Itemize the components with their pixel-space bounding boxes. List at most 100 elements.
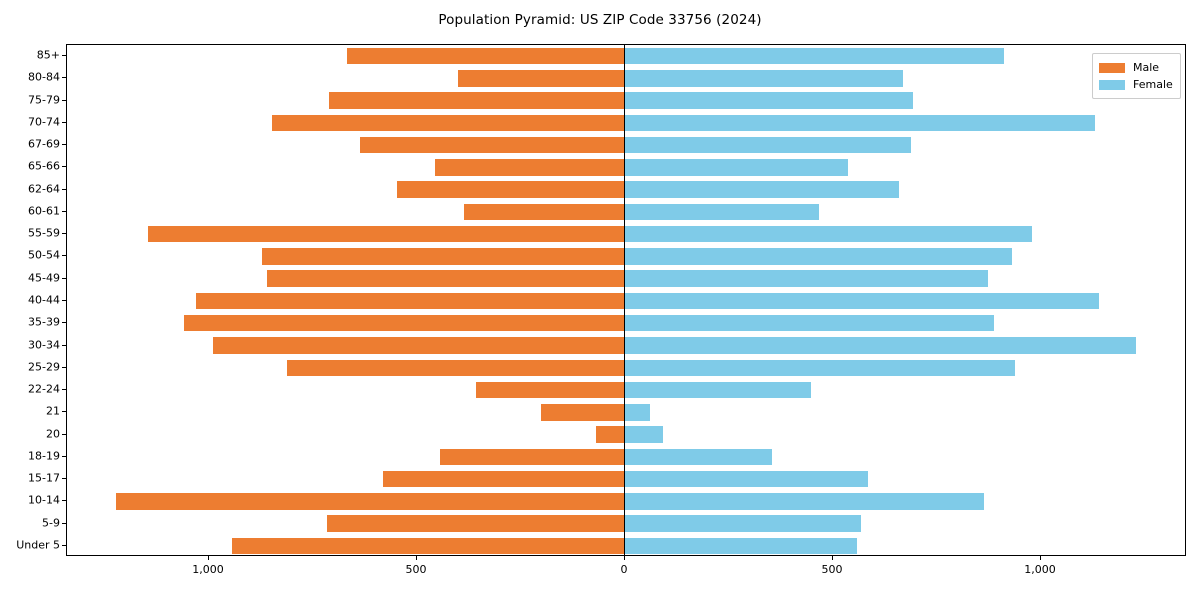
bar-female[interactable] xyxy=(625,537,857,555)
x-tick-label: 500 xyxy=(821,563,843,576)
y-tick-label: 50-54 xyxy=(28,248,60,262)
y-tick-mark xyxy=(62,500,66,502)
y-tick-mark xyxy=(62,55,66,57)
bar-row xyxy=(67,490,1185,512)
y-tick-mark xyxy=(62,144,66,146)
bar-male[interactable] xyxy=(476,381,625,399)
y-tick-mark xyxy=(62,522,66,524)
bar-row xyxy=(67,512,1185,534)
bar-row xyxy=(67,134,1185,156)
bar-row xyxy=(67,223,1185,245)
y-tick-label: 80-84 xyxy=(28,70,60,84)
bar-row xyxy=(67,357,1185,379)
bar-male[interactable] xyxy=(458,70,625,87)
y-tick-label: 62-64 xyxy=(28,182,60,196)
bar-male[interactable] xyxy=(540,404,625,421)
bar-female[interactable] xyxy=(625,92,913,109)
y-tick-mark xyxy=(62,389,66,391)
bar-female[interactable] xyxy=(625,292,1099,310)
bar-female[interactable] xyxy=(625,248,1013,265)
bar-male[interactable] xyxy=(434,159,625,176)
bar-row xyxy=(67,201,1185,223)
bar-female[interactable] xyxy=(625,159,848,176)
bar-female[interactable] xyxy=(625,47,1004,65)
bar-female[interactable] xyxy=(625,515,861,532)
bar-row xyxy=(67,67,1185,89)
bar-male[interactable] xyxy=(463,203,625,221)
zero-axis-line xyxy=(624,45,625,555)
bar-male[interactable] xyxy=(329,92,625,109)
legend-label-female: Female xyxy=(1133,78,1173,91)
y-tick-label: 60-61 xyxy=(28,204,60,218)
bar-female[interactable] xyxy=(625,114,1096,132)
legend-swatch-male xyxy=(1099,62,1125,73)
bar-row xyxy=(67,401,1185,423)
x-tick-label: 0 xyxy=(620,563,628,576)
bar-male[interactable] xyxy=(212,337,625,354)
bar-row xyxy=(67,245,1185,267)
legend-item-male[interactable]: Male xyxy=(1099,59,1173,76)
plot-area xyxy=(66,44,1186,556)
bar-male[interactable] xyxy=(440,448,625,466)
bar-male[interactable] xyxy=(266,270,625,287)
bar-male[interactable] xyxy=(397,181,625,198)
bar-row xyxy=(67,535,1185,555)
bar-male[interactable] xyxy=(196,292,625,310)
y-tick-label: 67-69 xyxy=(28,137,60,151)
bar-male[interactable] xyxy=(286,359,625,376)
bar-female[interactable] xyxy=(625,315,994,332)
bar-male[interactable] xyxy=(183,315,625,332)
y-tick-label: 85+ xyxy=(36,48,60,62)
y-tick-label: 70-74 xyxy=(28,115,60,129)
bar-female[interactable] xyxy=(625,136,911,154)
bar-female[interactable] xyxy=(625,270,989,287)
bar-female[interactable] xyxy=(625,470,868,488)
bar-female[interactable] xyxy=(625,426,663,443)
x-tick-mark xyxy=(1040,556,1041,560)
bar-male[interactable] xyxy=(595,426,625,443)
bar-female[interactable] xyxy=(625,404,650,421)
y-tick-mark xyxy=(62,255,66,257)
bar-row xyxy=(67,423,1185,445)
y-tick-mark xyxy=(62,433,66,435)
bar-male[interactable] xyxy=(232,537,625,555)
bar-row xyxy=(67,45,1185,67)
bar-row xyxy=(67,290,1185,312)
y-tick-label: 35-39 xyxy=(28,315,60,329)
bar-row xyxy=(67,156,1185,178)
y-tick-label: 75-79 xyxy=(28,93,60,107)
bar-male[interactable] xyxy=(261,248,625,265)
bar-female[interactable] xyxy=(625,493,984,510)
legend-swatch-female xyxy=(1099,79,1125,90)
bar-row xyxy=(67,90,1185,112)
y-tick-label: 15-17 xyxy=(28,471,60,485)
x-tick-mark xyxy=(208,556,209,560)
y-tick-mark xyxy=(62,233,66,235)
bar-female[interactable] xyxy=(625,225,1032,243)
bar-male[interactable] xyxy=(347,47,625,65)
y-tick-mark xyxy=(62,322,66,324)
y-tick-mark xyxy=(62,188,66,190)
bar-male[interactable] xyxy=(360,136,625,154)
y-tick-label: 10-14 xyxy=(28,493,60,507)
y-tick-label: 65-66 xyxy=(28,159,60,173)
bar-male[interactable] xyxy=(115,493,625,510)
bar-male[interactable] xyxy=(147,225,625,243)
bar-female[interactable] xyxy=(625,337,1136,354)
legend-item-female[interactable]: Female xyxy=(1099,76,1173,93)
bar-female[interactable] xyxy=(625,70,903,87)
bar-male[interactable] xyxy=(326,515,625,532)
bar-female[interactable] xyxy=(625,203,819,221)
bar-male[interactable] xyxy=(271,114,625,132)
bar-female[interactable] xyxy=(625,448,772,466)
y-tick-mark xyxy=(62,99,66,101)
y-tick-mark xyxy=(62,210,66,212)
bar-row xyxy=(67,268,1185,290)
bar-female[interactable] xyxy=(625,359,1015,376)
y-tick-mark xyxy=(62,411,66,413)
bar-female[interactable] xyxy=(625,381,811,399)
y-tick-label: 20 xyxy=(46,427,60,441)
bar-female[interactable] xyxy=(625,181,900,198)
bar-row xyxy=(67,179,1185,201)
bar-male[interactable] xyxy=(382,470,625,488)
